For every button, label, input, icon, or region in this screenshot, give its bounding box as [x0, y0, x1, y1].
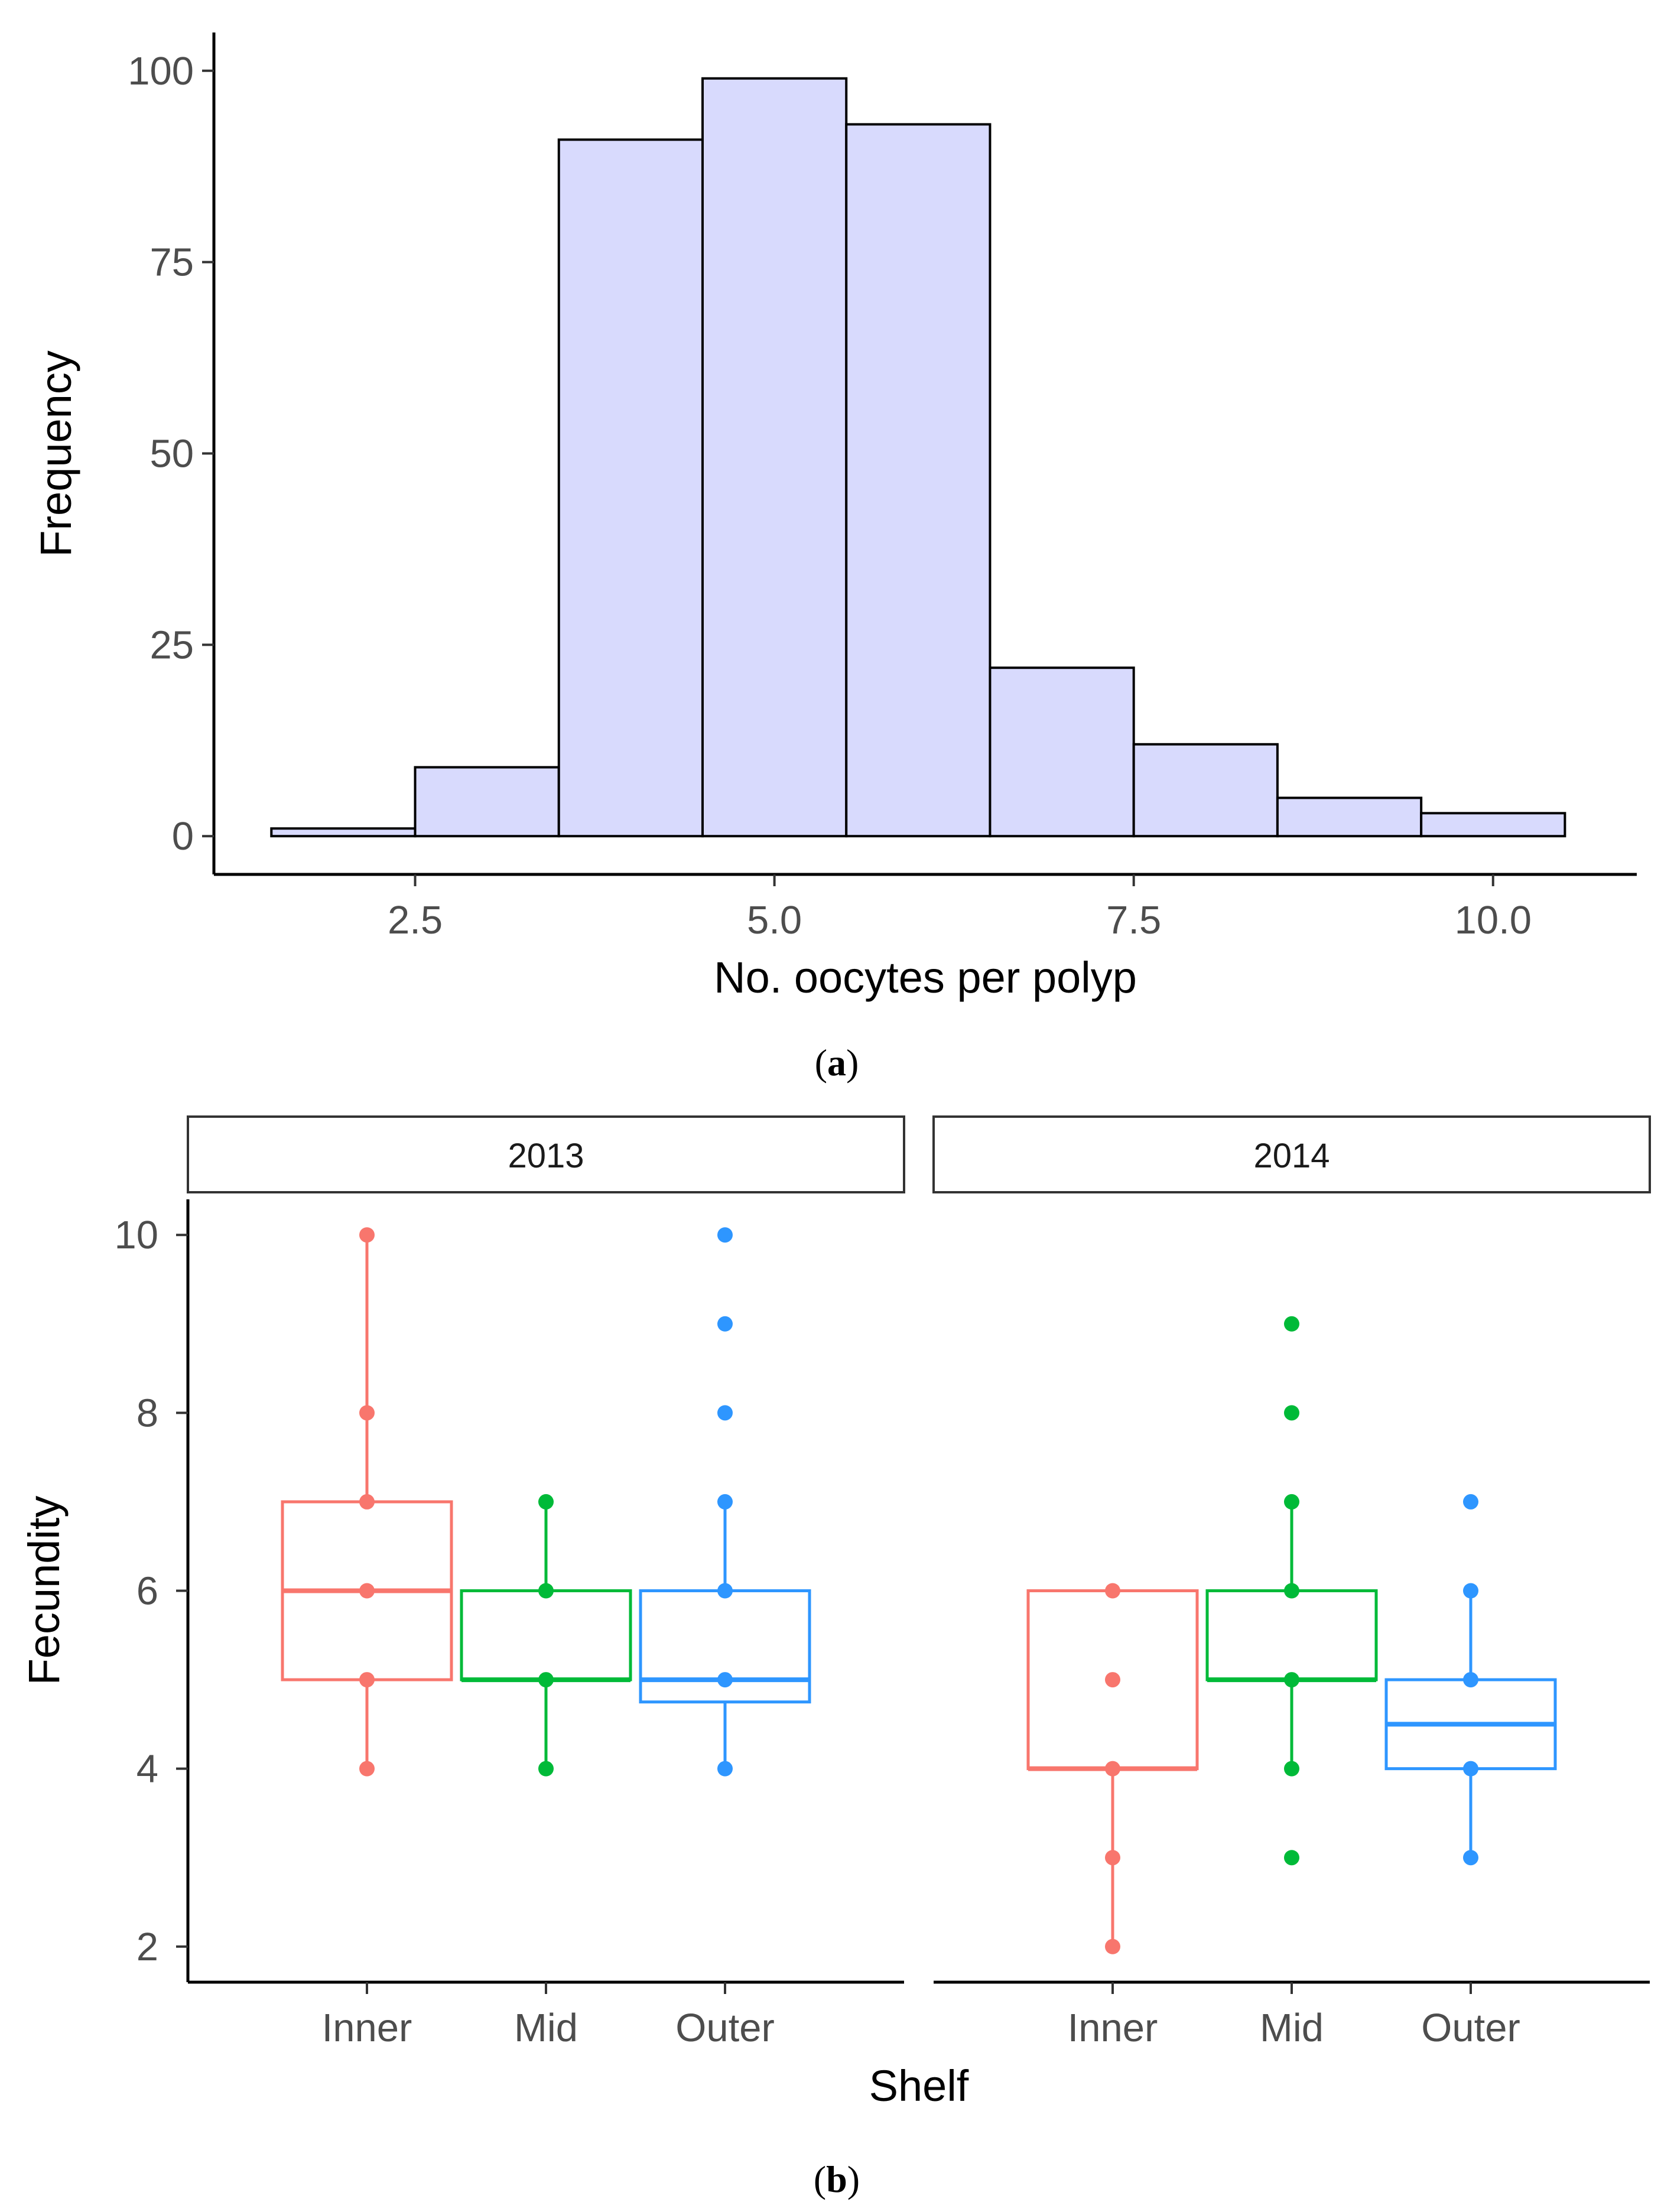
histogram-x-tick-label: 5.0	[747, 898, 802, 942]
data-point	[717, 1494, 733, 1510]
histogram-bar-4	[557, 138, 704, 838]
data-point	[359, 1583, 375, 1599]
histogram-y-axis-title: Frequency	[31, 350, 80, 557]
box-2013-inner	[281, 1227, 453, 1777]
histogram-panel: 0 25 50 75 100 2.5 5.0 7.5 10.0 No. oocytes per…	[31, 32, 1637, 1084]
data-point	[1284, 1672, 1299, 1688]
histogram-x-ticks: 2.5 5.0 7.5 10.0	[388, 874, 1532, 942]
histogram-bar-5	[701, 77, 848, 838]
boxplot-y-tick-label: 4	[136, 1747, 158, 1791]
data-point	[1463, 1850, 1478, 1866]
data-point	[1463, 1761, 1478, 1777]
boxplot-x-tick-label-outer: Outer	[675, 2006, 775, 2050]
data-point	[1463, 1494, 1478, 1510]
data-point	[538, 1761, 554, 1777]
boxplot-x-tick-label-outer: Outer	[1421, 2006, 1520, 2050]
boxplot-x-tick-label-inner: Inner	[1068, 2006, 1158, 2050]
data-point	[1284, 1850, 1299, 1866]
data-point	[717, 1316, 733, 1332]
histogram-x-tick-label: 7.5	[1106, 898, 1161, 942]
boxplot-y-tick-label: 2	[136, 1925, 158, 1969]
data-point	[1284, 1316, 1299, 1332]
histogram-bars	[270, 77, 1566, 838]
histogram-bar-6	[845, 123, 992, 838]
data-point	[359, 1761, 375, 1777]
histogram-bar-9	[1276, 796, 1423, 838]
boxplot-x-axis-title: Shelf	[869, 2061, 969, 2110]
data-point	[1284, 1494, 1299, 1510]
boxplot-panel: 2013 2014 2 4 6 8 10 Inner Mid Outer Inner Mid Ou…	[19, 1115, 1651, 2200]
facet-strip-2013	[187, 1115, 905, 1193]
box-2014-mid	[1205, 1316, 1378, 1866]
facet-2013-plot	[281, 1227, 811, 1777]
box-iqr	[1205, 1589, 1378, 1681]
data-point	[1105, 1761, 1120, 1777]
data-point	[1105, 1938, 1120, 1954]
data-point	[717, 1583, 733, 1599]
data-point	[359, 1227, 375, 1243]
box-2014-inner	[1026, 1583, 1199, 1954]
box-iqr	[460, 1589, 632, 1681]
data-point	[359, 1494, 375, 1510]
boxplot-x-tick-label-inner: Inner	[322, 2006, 412, 2050]
data-point	[1105, 1850, 1120, 1866]
panel-label-a: (a)	[815, 1042, 859, 1084]
box-2013-mid	[460, 1494, 632, 1777]
histogram-y-ticks: 0 25 50 75 100	[128, 49, 214, 858]
histogram-bar-8	[1132, 743, 1279, 838]
boxplot-y-ticks: 2 4 6 8 10	[114, 1213, 188, 1969]
histogram-x-axis-title: No. oocytes per polyp	[714, 953, 1137, 1002]
histogram-y-tick-label: 100	[128, 49, 194, 93]
histogram-bar-3	[414, 766, 560, 838]
facet-strip-label-2013: 2013	[508, 1137, 584, 1175]
boxplot-y-tick-label: 8	[136, 1391, 158, 1435]
facet-2014-plot	[1026, 1316, 1557, 1954]
histogram-x-tick-label: 10.0	[1455, 898, 1532, 942]
data-point	[1105, 1672, 1120, 1688]
panel-label-b: (b)	[814, 2158, 860, 2200]
histogram-bar-7	[989, 666, 1135, 838]
data-point	[1284, 1405, 1299, 1421]
data-point	[538, 1672, 554, 1688]
data-point	[359, 1405, 375, 1421]
histogram-y-tick-label: 75	[149, 240, 194, 285]
data-point	[1463, 1583, 1478, 1599]
data-point	[1463, 1672, 1478, 1688]
facet-strip-label-2014: 2014	[1253, 1137, 1330, 1175]
data-point	[359, 1672, 375, 1688]
data-point	[1284, 1761, 1299, 1777]
boxplot-x-ticks: Inner Mid Outer Inner Mid Outer	[322, 1982, 1520, 2050]
data-point	[717, 1761, 733, 1777]
data-point	[1284, 1583, 1299, 1599]
histogram-y-tick-label: 0	[172, 814, 194, 858]
data-point	[717, 1672, 733, 1688]
histogram-y-tick-label: 50	[149, 432, 194, 476]
boxplot-y-tick-label: 10	[114, 1213, 158, 1257]
boxplot-y-tick-label: 6	[136, 1569, 158, 1614]
box-2013-outer	[639, 1227, 811, 1777]
data-point	[538, 1583, 554, 1599]
facet-strip-2014	[932, 1115, 1651, 1193]
box-2014-outer	[1384, 1494, 1557, 1866]
histogram-bar-10	[1420, 812, 1566, 838]
data-point	[1105, 1583, 1120, 1599]
histogram-y-tick-label: 25	[149, 623, 194, 667]
histogram-bar-2	[270, 827, 417, 838]
data-point	[717, 1227, 733, 1243]
boxplot-x-tick-label-mid: Mid	[1260, 2006, 1324, 2050]
data-point	[717, 1405, 733, 1421]
histogram-x-tick-label: 2.5	[388, 898, 443, 942]
boxplot-x-tick-label-mid: Mid	[514, 2006, 578, 2050]
boxplot-y-axis-title: Fecundity	[19, 1496, 69, 1686]
data-point	[538, 1494, 554, 1510]
